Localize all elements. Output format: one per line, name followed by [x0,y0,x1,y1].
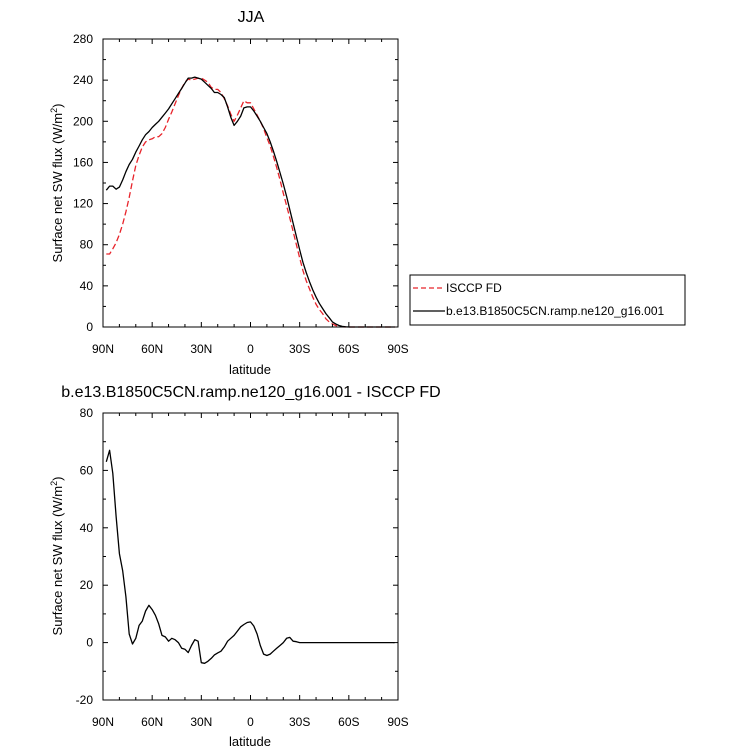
top-y-tick-label: 160 [73,155,93,169]
bottom-y-tick-label: 20 [80,578,94,592]
top-x-tick-label: 0 [247,342,254,356]
bottom-x-tick-label: 60N [141,715,163,729]
top-x-axis-label: latitude [229,362,271,377]
top-plot-frame [102,38,399,328]
top-panel: JJA 0 40 80 120 160 200 240 280 90N 60N 30N 0 30S 60S… [49,9,686,377]
bottom-x-axis-label: latitude [229,734,271,749]
bottom-y-tick-label: 40 [80,521,94,535]
top-y-tick-label: 80 [80,238,94,252]
bottom-y-axis-label: Surface net SW flux (W/m2) [49,477,65,636]
top-y-axis-label: Surface net SW flux (W/m2) [49,104,65,263]
bottom-x-tick-label: 30N [190,715,212,729]
top-x-tick-label: 60S [338,342,359,356]
top-x-tick-label: 90N [92,342,114,356]
bottom-y-tick-label: 80 [80,406,94,420]
bottom-y-tick-label: 0 [86,636,93,650]
top-y-tick-label: 200 [73,114,93,128]
bottom-panel-title: b.e13.B1850C5CN.ramp.ne120_g16.001 - ISC… [61,384,440,401]
top-plot-area [105,76,395,328]
legend-box [409,274,686,326]
bottom-x-tick-label: 60S [338,715,359,729]
top-axis-ticks: 0 40 80 120 160 200 240 280 90N 60N 30N 0 30S 60S 90S [73,32,409,356]
bottom-x-tick-label: 30S [289,715,310,729]
top-y-tick-label: 280 [73,32,93,46]
top-panel-title: JJA [238,9,265,26]
bottom-y-tick-label: 60 [80,463,94,477]
bottom-series-line-0 [105,449,395,664]
top-series-line-1 [105,76,395,328]
bottom-panel: b.e13.B1850C5CN.ramp.ne120_g16.001 - ISC… [49,384,441,749]
bottom-plot-area [105,449,395,664]
bottom-x-tick-label: 90S [387,715,408,729]
top-y-tick-label: 240 [73,73,93,87]
top-x-tick-label: 60N [141,342,163,356]
bottom-axis-ticks: -20 0 20 40 60 80 90N 60N 30N 0 30S 60S 90S [76,406,409,729]
legend-label-isccp: ISCCP FD [446,281,502,295]
top-x-tick-label: 90S [387,342,408,356]
top-series-line-0 [106,77,395,328]
bottom-plot-frame [102,412,399,701]
top-x-tick-label: 30S [289,342,310,356]
top-y-tick-label: 0 [86,320,93,334]
bottom-x-tick-label: 90N [92,715,114,729]
legend-label-model: b.e13.B1850C5CN.ramp.ne120_g16.001 [446,304,664,318]
top-y-tick-label: 40 [80,279,94,293]
bottom-y-tick-label: -20 [76,693,94,707]
top-x-tick-label: 30N [190,342,212,356]
bottom-x-tick-label: 0 [247,715,254,729]
top-y-tick-label: 120 [73,197,93,211]
legend: ISCCP FD b.e13.B1850C5CN.ramp.ne120_g16.… [409,274,686,326]
